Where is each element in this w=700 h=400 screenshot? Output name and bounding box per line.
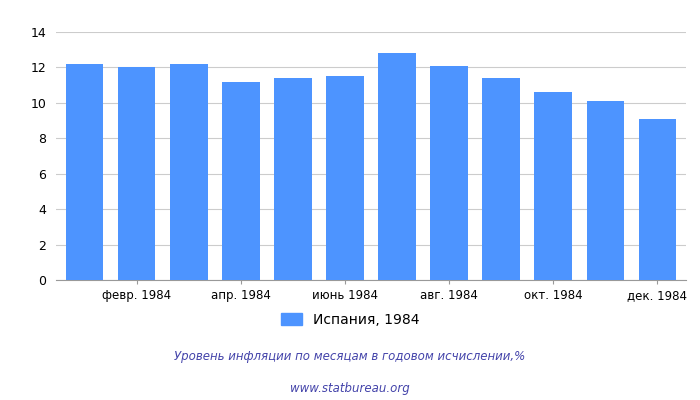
Bar xyxy=(222,82,260,280)
Legend: Испания, 1984: Испания, 1984 xyxy=(275,307,425,332)
Text: Уровень инфляции по месяцам в годовом исчислении,%: Уровень инфляции по месяцам в годовом ис… xyxy=(174,350,526,363)
Text: www.statbureau.org: www.statbureau.org xyxy=(290,382,410,395)
Bar xyxy=(535,92,572,280)
Bar xyxy=(326,76,364,280)
Bar xyxy=(482,78,520,280)
Bar xyxy=(66,64,104,280)
Bar xyxy=(638,119,676,280)
Bar xyxy=(378,53,416,280)
Bar xyxy=(587,101,624,280)
Bar xyxy=(170,64,207,280)
Bar xyxy=(118,68,155,280)
Bar xyxy=(274,78,312,280)
Bar xyxy=(430,66,468,280)
